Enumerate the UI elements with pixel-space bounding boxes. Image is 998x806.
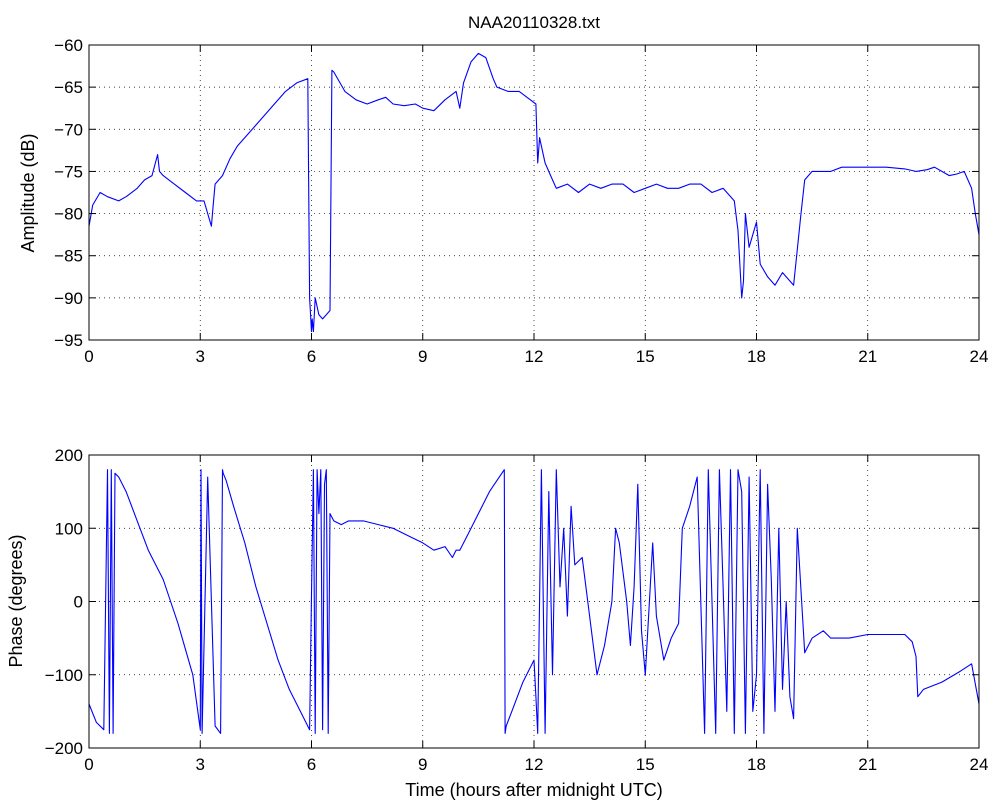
phase-y-axis-label: Phase (degrees) (6, 534, 26, 667)
amplitude-y-tick-label: −85 (54, 247, 83, 266)
amplitude-y-axis-label: Amplitude (dB) (18, 133, 38, 252)
phase-chart: 0 3 6 9 12 15 18 21 24 −200 −100 0 100 200 Phase (deg… (6, 446, 988, 800)
phase-x-tick-label: 21 (858, 755, 877, 774)
amplitude-grid (89, 45, 979, 340)
amplitude-y-tick-label: −60 (54, 36, 83, 55)
amplitude-x-tick-label: 0 (84, 347, 93, 366)
phase-x-tick-label: 15 (636, 755, 655, 774)
chart-title: NAA20110328.txt (468, 13, 600, 32)
amplitude-x-tick-label: 9 (418, 347, 427, 366)
phase-x-tick-label: 24 (970, 755, 989, 774)
phase-x-tick-label: 0 (84, 755, 93, 774)
amplitude-y-tick-label: −70 (54, 120, 83, 139)
amplitude-x-tick-label: 3 (196, 347, 205, 366)
amplitude-y-tick-label: −65 (54, 78, 83, 97)
amplitude-x-tick-label: 12 (525, 347, 544, 366)
phase-y-tick-label: 0 (74, 593, 83, 612)
amplitude-x-tick-label: 15 (636, 347, 655, 366)
amplitude-y-tick-label: −90 (54, 289, 83, 308)
amplitude-y-tick-label: −95 (54, 331, 83, 350)
phase-y-tick-label: −100 (45, 666, 83, 685)
amplitude-x-tick-label: 18 (747, 347, 766, 366)
phase-x-tick-label: 9 (418, 755, 427, 774)
phase-x-tick-label: 3 (196, 755, 205, 774)
phase-x-tick-label: 18 (747, 755, 766, 774)
phase-x-tick-label: 6 (307, 755, 316, 774)
amplitude-y-tick-label: −75 (54, 162, 83, 181)
amplitude-y-tick-label: −80 (54, 205, 83, 224)
amplitude-tick-labels: 0 3 6 9 12 15 18 21 24 −95 −90 −85 −80 −75 −70 −65 −60 (54, 36, 988, 366)
amplitude-x-tick-label: 6 (307, 347, 316, 366)
phase-tick-labels: 0 3 6 9 12 15 18 21 24 −200 −100 0 100 200 (45, 446, 989, 774)
amplitude-x-tick-label: 21 (858, 347, 877, 366)
phase-x-axis-label: Time (hours after midnight UTC) (405, 780, 662, 800)
phase-x-tick-label: 12 (525, 755, 544, 774)
phase-y-tick-label: −200 (45, 739, 83, 758)
phase-y-tick-label: 100 (55, 519, 83, 538)
phase-y-tick-label: 200 (55, 446, 83, 465)
amplitude-x-tick-label: 24 (970, 347, 989, 366)
